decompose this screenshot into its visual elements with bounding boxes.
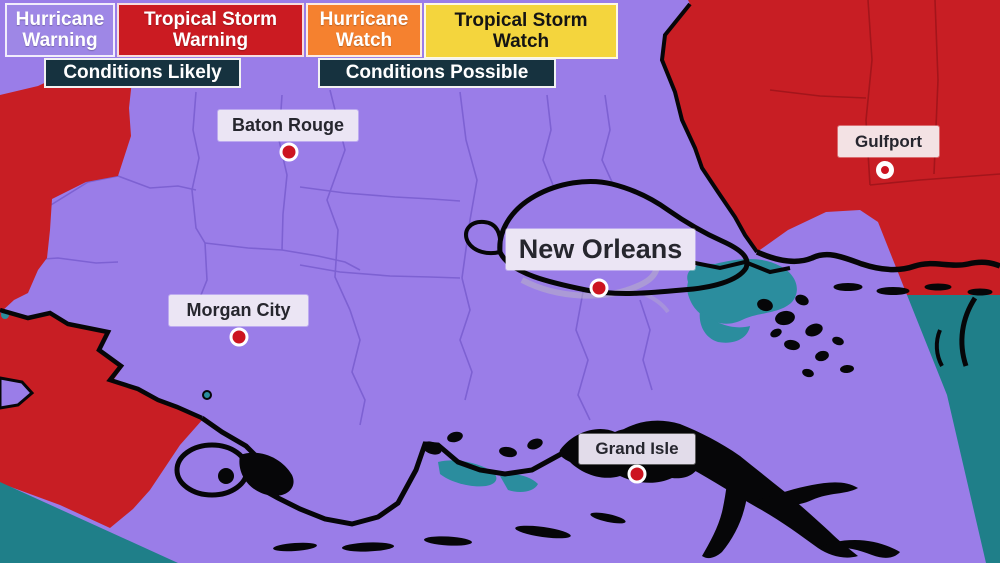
city-marker-gulfport: [876, 161, 894, 179]
legend-conditions-possible: Conditions Possible: [318, 58, 556, 88]
city-marker-grand-isle: [627, 464, 647, 484]
gulf-water-southwest: [0, 482, 178, 563]
city-label-new-orleans: New Orleans: [506, 229, 695, 270]
city-label-grand-isle: Grand Isle: [579, 434, 695, 464]
city-label-morgan-city: Morgan City: [169, 295, 308, 326]
gulf-water-east: [907, 295, 1000, 563]
city-label-gulfport: Gulfport: [838, 126, 939, 157]
city-marker-morgan-city: [229, 327, 249, 347]
city-marker-baton-rouge: [279, 142, 299, 162]
vermilion-bay-pocket: [0, 376, 35, 410]
legend-item-hurricane-watch: Hurricane Watch: [306, 3, 422, 57]
legend-conditions-likely: Conditions Likely: [44, 58, 241, 88]
city-marker-new-orleans: [589, 278, 609, 298]
legend-item-tropical-storm-warning: Tropical Storm Warning: [117, 3, 304, 57]
legend-item-hurricane-warning: Hurricane Warning: [5, 3, 115, 57]
tropical-storm-warning-region-coast: [0, 312, 203, 528]
legend-item-tropical-storm-watch: Tropical Storm Watch: [424, 3, 618, 59]
tropical-storm-warning-region-east: [662, 0, 1000, 295]
coastal-bays: [1, 311, 538, 492]
state-line: [659, 2, 759, 254]
mississippi-coastline: [755, 249, 1000, 367]
tropical-storm-warning-region-west: [0, 62, 134, 313]
city-label-baton-rouge: Baton Rouge: [218, 110, 358, 141]
